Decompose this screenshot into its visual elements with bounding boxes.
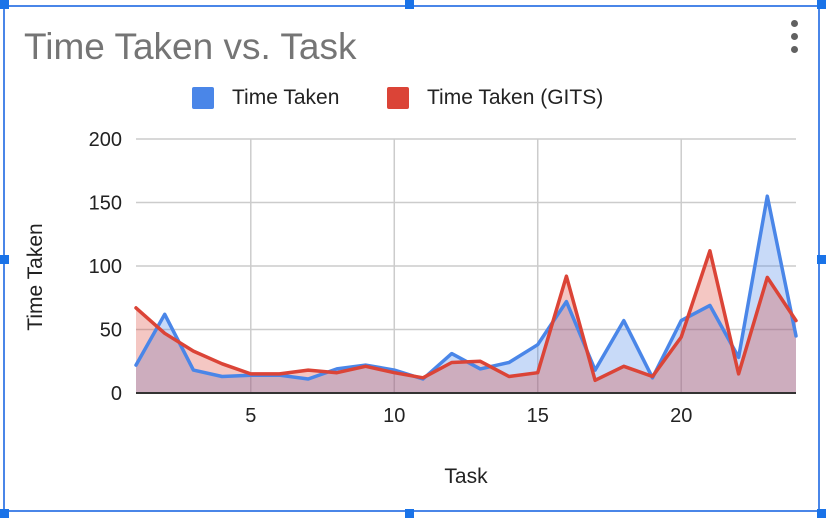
legend-label-time-taken: Time Taken <box>232 86 340 109</box>
legend-item-time-taken[interactable]: Time Taken <box>192 86 339 110</box>
resize-handle-bottom-right[interactable] <box>817 509 826 518</box>
resize-handle-bottom-left[interactable] <box>0 509 9 518</box>
series-lines <box>134 194 798 383</box>
series-area-1 <box>136 250 796 393</box>
resize-handle-bottom-center[interactable] <box>405 509 414 518</box>
resize-handle-top-center[interactable] <box>405 0 414 9</box>
chart-title: Time Taken vs. Task <box>24 26 357 67</box>
x-tick-label-5: 5 <box>245 405 256 427</box>
chart-legend: Time Taken Time Taken (GITS) <box>0 86 826 112</box>
x-tick-label-20: 20 <box>670 405 692 427</box>
series-line-1[interactable] <box>134 249 798 383</box>
gridlines <box>136 138 796 393</box>
y-tick-label-200: 200 <box>89 129 122 151</box>
series-area-0 <box>136 196 796 393</box>
resize-handle-middle-right[interactable] <box>817 255 826 264</box>
y-tick-label-100: 100 <box>89 256 122 278</box>
x-tick-label-15: 15 <box>527 405 549 427</box>
y-tick-label-0: 0 <box>111 383 122 405</box>
y-tick-label-150: 150 <box>89 193 122 215</box>
x-tick-label-10: 10 <box>383 405 405 427</box>
resize-handle-top-left[interactable] <box>0 0 9 9</box>
resize-handle-middle-left[interactable] <box>0 255 9 264</box>
legend-swatch-time-taken <box>192 87 214 109</box>
series-areas <box>136 196 796 393</box>
legend-item-time-taken-gits[interactable]: Time Taken (GITS) <box>387 86 603 110</box>
resize-handle-top-right[interactable] <box>817 0 826 9</box>
x-axis-label: Task <box>444 465 488 488</box>
y-tick-label-50: 50 <box>100 320 122 342</box>
legend-swatch-time-taken-gits <box>387 87 409 109</box>
chart-frame[interactable] <box>3 5 820 512</box>
more-options-icon[interactable] <box>788 20 800 54</box>
legend-label-time-taken-gits: Time Taken (GITS) <box>427 86 604 109</box>
y-axis-label: Time Taken <box>24 223 47 330</box>
axes: 0 50 100 150 200 5 10 15 20 <box>89 129 796 427</box>
